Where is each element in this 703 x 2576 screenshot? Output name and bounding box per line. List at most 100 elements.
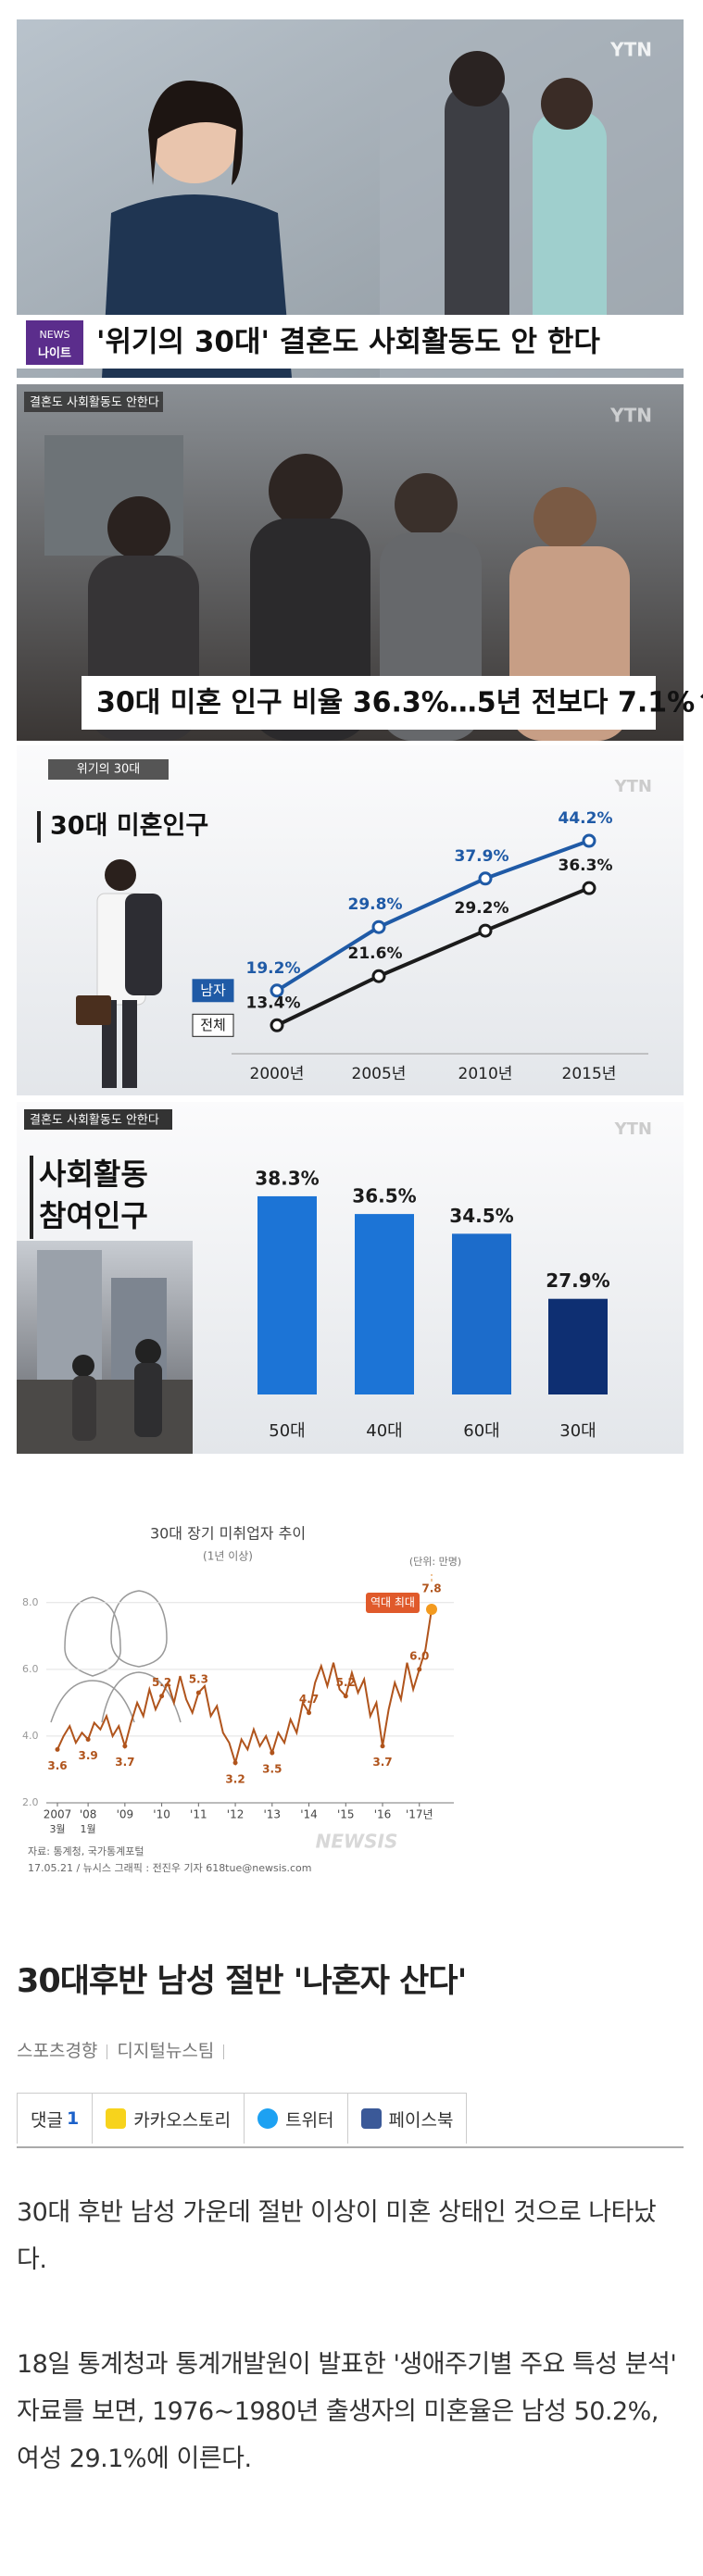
x-tick-label: '15 [337,1808,355,1821]
x-tick-label: 50대 [269,1421,305,1441]
article: 30대후반 남성 절반 '나혼자 산다' 스포츠경향 디지털뉴스팀 댓글 1 카카오… [17,1935,684,2482]
series-line [275,839,590,993]
chart-panel [17,1513,461,1883]
chart-panel: 위기의 30대 30대 미혼인구 YTN [17,745,684,1095]
value-label: 19.2% [246,959,301,978]
x-tick-label: '12 [227,1808,245,1821]
value-label: 37.9% [455,847,509,866]
x-tick-label: '09 [117,1808,134,1821]
value-label: 3.2 [225,1772,245,1785]
value-label: 29.8% [348,895,403,914]
value-label: 6.0 [409,1649,429,1662]
point [270,1018,284,1032]
x-tick-label: '16 [374,1808,392,1821]
point [195,1690,201,1695]
value-label: 7.8 [421,1582,441,1595]
twitter-button[interactable]: 트위터 [244,2093,348,2144]
kakao-button[interactable]: 카카오스토리 [92,2093,245,2144]
point [270,1750,275,1756]
count: 1 [66,2108,80,2129]
chart-title: 30대 미혼인구 [50,812,208,841]
x-tick-label: 2005년 [352,1065,407,1083]
tag: 결혼도 사회활동도 안한다 [30,396,159,410]
badge: 나이트 [38,346,71,361]
value-label: 44.2% [559,809,613,828]
credit: 17.05.21 / 뉴시스 그래픽 : 전진우 기자 618tue@newsi… [28,1862,311,1874]
label: 페이스북 [388,2109,454,2131]
caption: 30대 미혼 인구 비율 36.3%…5년 전보다 7.1%↑ [96,687,703,719]
unit-label: (단위: 만명) [409,1556,461,1568]
chart-title: 사회활동 [39,1157,148,1192]
legend-box [192,1013,234,1037]
value-label: 36.5% [352,1185,416,1207]
value-label: 13.4% [246,994,301,1012]
x-tick-label: 30대 [559,1421,596,1441]
value-label: 3.7 [115,1756,134,1769]
point [371,919,386,934]
y-tick-label: 6.0 [22,1663,39,1675]
value-label: 38.3% [255,1167,319,1189]
x-tick-label: 2010년 [458,1065,513,1083]
point [232,1760,238,1766]
value-label: 36.3% [559,857,613,875]
y-tick-label: 2.0 [22,1796,39,1808]
source: 스포츠경향 [17,2041,98,2061]
bar [257,1195,317,1394]
x-tick-label: '17년 [406,1808,433,1821]
icon [106,2108,127,2129]
caption: '위기의 30대' 결혼도 사회활동도 안 한다 [96,326,600,359]
comment-button[interactable]: 댓글 1 [17,2093,94,2144]
point [582,833,596,848]
y-tick-label: 8.0 [22,1596,39,1608]
point [582,881,596,895]
value-label: 21.6% [348,944,403,963]
logo: YTN [614,777,652,796]
byline: 스포츠경향 디지털뉴스팀 [17,2028,684,2074]
media-area: NEWS 나이트 '위기의 30대' 결혼도 사회활동도 안 한다 YTN 결혼… [17,19,703,1883]
badge: NEWS [39,329,69,341]
bar [355,1214,414,1394]
facebook-button[interactable]: 페이스북 [346,2093,468,2144]
tag: 결혼도 사회활동도 안한다 [30,1114,159,1128]
annotation: 역대 최대 [370,1596,415,1609]
x-tick-label: '14 [300,1808,318,1821]
point [270,983,284,998]
annotation-box [366,1593,420,1613]
logo: YTN [609,405,652,427]
value-label: 29.2% [455,899,509,918]
icon [257,2108,279,2129]
author: 디지털뉴스팀 [117,2041,215,2061]
value-label: 5.2 [336,1676,356,1689]
news-frame: 결혼도 사회활동도 안한다 30대 미혼 인구 비율 36.3%…5년 전보다 … [17,384,703,741]
series-line [276,886,590,1028]
point [122,1744,128,1749]
value-label: 34.5% [449,1205,513,1227]
x-tick-label: 40대 [366,1421,402,1441]
y-tick-label: 4.0 [22,1730,39,1742]
tag: 위기의 30대 [77,763,141,777]
point [380,1744,385,1749]
chart-title: 30대 장기 미취업자 추이 [150,1525,306,1543]
share-bar: 댓글 1 카카오스토리 트위터 페이스북 [17,2093,684,2148]
logo: YTN [609,39,652,61]
bar [548,1298,608,1394]
legend-box [192,979,234,1003]
value-label: 3.6 [47,1759,67,1772]
value-label: 27.9% [546,1269,609,1292]
legend-label: 전체 [200,1017,226,1033]
value-label: 3.9 [78,1749,97,1762]
label: 트위터 [285,2109,334,2131]
point [426,1604,437,1616]
logo: YTN [614,1119,652,1139]
point [307,1710,312,1716]
value-label: 5.3 [189,1673,208,1686]
legend-label: 남자 [200,982,226,998]
paragraph: 30대 후반 남성 가운데 절반 이상이 미혼 상태인 것으로 나타났다. [17,2198,657,2274]
point [343,1694,348,1699]
point [478,923,493,938]
x-sub-label: 1월 [81,1823,96,1835]
point [371,969,386,983]
news-frame: NEWS 나이트 '위기의 30대' 결혼도 사회활동도 안 한다 YTN [17,19,684,378]
value-label: 5.2 [152,1676,171,1689]
